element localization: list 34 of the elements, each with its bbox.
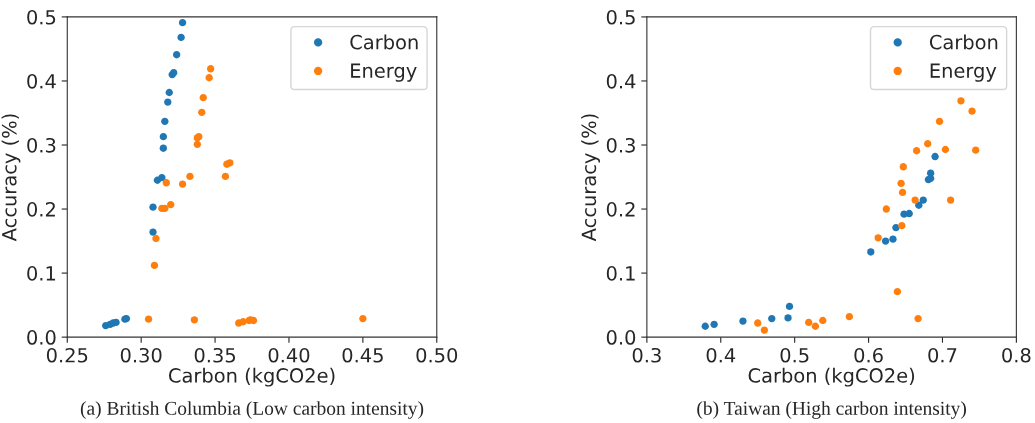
y-tick-label: 0.3 <box>606 137 635 153</box>
y-tick-label: 0.5 <box>27 9 56 25</box>
y-tick-label: 0.2 <box>606 202 635 217</box>
legend-label: Energy <box>351 63 417 82</box>
x-tick-label: 0.35 <box>194 347 236 363</box>
x-tick-label: 0.8 <box>1002 347 1031 363</box>
x-tick-label: 0.3 <box>632 347 661 363</box>
x-tick-label: 0.45 <box>342 347 383 363</box>
x-axis-title: Carbon (kgCO2e) <box>748 367 915 387</box>
y-tick-label: 0.4 <box>606 73 636 89</box>
x-tick-label: 0.40 <box>268 347 310 363</box>
y-tick-label: 0.3 <box>27 137 56 153</box>
y-tick-label: 0.0 <box>27 330 56 345</box>
y-tick-label: 0.1 <box>27 266 56 281</box>
y-tick-label: 0.5 <box>606 9 635 25</box>
y-tick-label: 0.2 <box>27 202 55 217</box>
legend-label: Carbon <box>350 34 418 50</box>
x-tick-label: 0.7 <box>928 347 957 363</box>
legend-label: Carbon <box>929 34 998 50</box>
y-tick-label: 0.4 <box>27 73 56 89</box>
text: (a) British Columbia (Low carbon intensity) <box>80 401 424 419</box>
x-tick-label: 0.6 <box>854 347 883 363</box>
y-axis-title: Accuracy (%) <box>1 114 21 242</box>
x-axis-title: Carbon (kgCO2e) <box>169 367 335 387</box>
y-tick-label: 0.1 <box>606 266 635 281</box>
y-tick-label: 0.0 <box>606 330 636 345</box>
x-tick-label: 0.5 <box>780 347 809 363</box>
y-axis-title: Accuracy (%) <box>581 114 600 242</box>
legend-label: Energy <box>930 63 997 82</box>
x-tick-label: 0.25 <box>46 347 88 363</box>
x-tick-label: 0.30 <box>120 347 162 363</box>
text: (b) Taiwan (High carbon intensity) <box>697 401 966 419</box>
x-tick-label: 0.4 <box>706 347 736 363</box>
x-tick-label: 0.50 <box>416 347 458 363</box>
